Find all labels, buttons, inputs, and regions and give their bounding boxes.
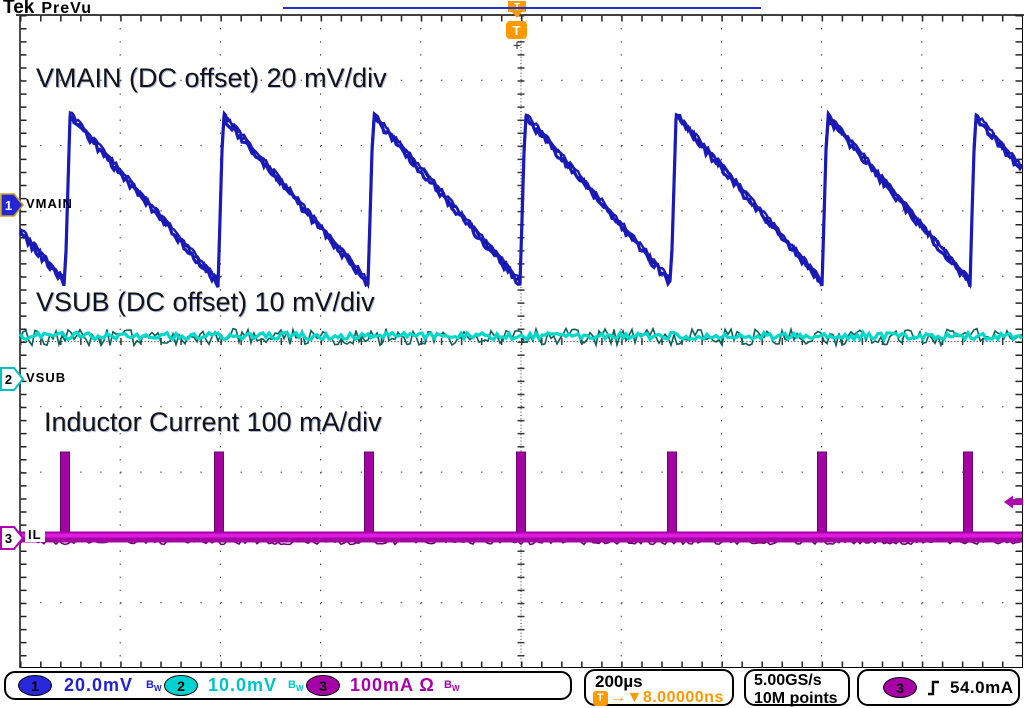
- ch3-marker-label: 3: [5, 531, 12, 546]
- trigger-level-readout: 54.0mA: [950, 677, 1014, 697]
- trigger-readout-box[interactable]: 3 54.0mA: [857, 669, 1020, 706]
- trace-label-vsub: VSUB: [26, 370, 67, 385]
- trigger-crosshair-tick: [513, 42, 521, 49]
- ch2-marker-label: 2: [5, 372, 12, 387]
- ch1-marker-label: 1: [5, 198, 12, 213]
- annotation-vsub: VSUB (DC offset) 10 mV/div: [36, 287, 375, 317]
- rising-edge-slope-icon: [928, 680, 939, 695]
- sample-rate-readout: 5.00GS/s: [754, 672, 822, 689]
- ch2-bandwidth-limit-icon: BW: [288, 679, 304, 694]
- trace-label-vmain: VMAIN: [26, 196, 73, 211]
- trigger-t-icon: T: [593, 690, 608, 706]
- ch3-marker[interactable]: 3: [0, 526, 25, 550]
- vsub-trace: [18, 326, 1024, 349]
- trigger-position-readout: T →▼8.00000ns: [593, 690, 732, 706]
- trigger-source-badge[interactable]: 3: [883, 677, 917, 698]
- marker-overlay: 1 2 3 T T: [0, 1, 1023, 550]
- channel-readouts-box[interactable]: 1 20.0mV BW 2 10.0mV BW 3 100mA Ω BW: [4, 671, 572, 700]
- ch1-badge[interactable]: 1: [18, 675, 52, 696]
- ch2-badge[interactable]: 2: [164, 675, 198, 696]
- ch1-marker[interactable]: 1: [0, 193, 25, 217]
- ch3-scale-readout: 100mA Ω: [350, 675, 435, 695]
- horizontal-position-indicator: [283, 7, 761, 9]
- trigger-position-label: T: [513, 23, 521, 38]
- acquisition-mode-label: PreVu: [41, 0, 92, 17]
- ch1-bandwidth-limit-icon: BW: [146, 679, 162, 694]
- ch1-scale-readout: 20.0mV: [64, 675, 134, 695]
- vmain-trace: [19, 109, 1024, 290]
- ch2-scale-readout: 10.0mV: [208, 675, 278, 695]
- ch3-bandwidth-limit-icon: BW: [444, 679, 460, 694]
- annotation-vmain: VMAIN (DC offset) 20 mV/div: [36, 63, 387, 93]
- waveform-display: [16, 14, 1024, 668]
- trace-label-il: IL: [25, 527, 45, 542]
- acquisition-readout-box[interactable]: 5.00GS/s 10M points: [744, 669, 850, 707]
- il-trace: [19, 451, 1023, 546]
- horizontal-readout-box[interactable]: 200µs T →▼8.00000ns: [584, 669, 734, 706]
- tek-logo-text: Tek: [3, 0, 35, 18]
- tek-logo: Tek PreVu: [3, 0, 92, 19]
- record-length-readout: 10M points: [754, 690, 838, 707]
- annotation-inductor-current: Inductor Current 100 mA/div: [44, 407, 382, 437]
- horizontal-scale-readout: 200µs: [595, 672, 643, 691]
- status-bar: 1 20.0mV BW 2 10.0mV BW 3 100mA Ω BW 200…: [0, 668, 1024, 708]
- ch2-marker[interactable]: 2: [0, 367, 25, 391]
- trigger-level-arrow[interactable]: [1004, 495, 1023, 509]
- ch3-badge[interactable]: 3: [306, 675, 340, 696]
